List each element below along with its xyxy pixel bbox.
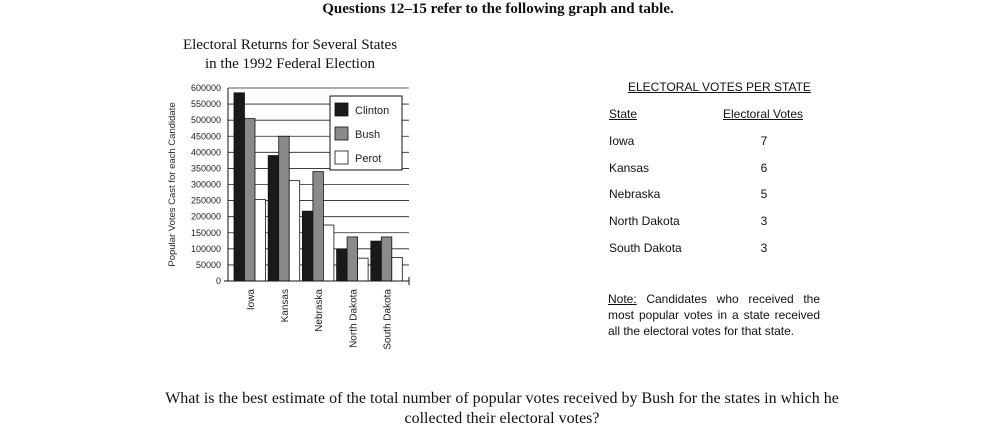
x-tick-label: Kansas <box>280 289 291 322</box>
bar-bush <box>381 237 392 281</box>
table-header-electoral-votes: Electoral Votes <box>723 107 803 121</box>
bar-bush <box>245 119 256 281</box>
bar-clinton <box>268 156 279 281</box>
table-cell-votes: 3 <box>759 214 769 228</box>
table-row: Nebraska 5 <box>607 187 817 203</box>
legend-swatch-bush <box>335 127 348 140</box>
legend-label: Perot <box>355 153 381 165</box>
y-tick-label: 550000 <box>191 99 221 109</box>
y-tick-label: 50000 <box>196 260 221 270</box>
y-axis-label: Popular Votes Cast for each Candidate <box>167 102 178 266</box>
table-header-state: State <box>609 107 637 121</box>
chart-title-line-1: Electoral Returns for Several States <box>150 36 430 55</box>
bar-perot <box>289 181 300 281</box>
table-cell-state: Iowa <box>609 134 634 148</box>
table-cell-votes: 7 <box>759 134 769 148</box>
y-tick-label: 100000 <box>191 244 221 254</box>
y-tick-label: 350000 <box>191 163 221 173</box>
y-tick-label: 600000 <box>191 83 221 93</box>
bar-clinton <box>302 211 313 281</box>
table-cell-state: Kansas <box>609 161 649 175</box>
x-tick-label: North Dakota <box>348 289 359 348</box>
table-row: Iowa 7 <box>607 134 817 150</box>
bar-clinton <box>234 93 245 281</box>
question-text: What is the best estimate of the total n… <box>160 389 844 429</box>
table-cell-votes: 5 <box>759 187 769 201</box>
legend-label: Clinton <box>355 105 389 117</box>
bar-bush <box>313 172 324 281</box>
table-row: South Dakota 3 <box>607 241 817 257</box>
y-tick-label: 450000 <box>191 131 221 141</box>
bar-chart: 0 50000 100000 150000 200000 250000 300000 3500… <box>160 80 420 370</box>
table-title: ELECTORAL VOTES PER STATE <box>628 80 811 94</box>
y-tick-label: 150000 <box>191 228 221 238</box>
table-cell-state: Nebraska <box>609 187 660 201</box>
bar-bush <box>347 237 358 281</box>
legend-label: Bush <box>355 129 380 141</box>
y-tick-label: 200000 <box>191 212 221 222</box>
legend-swatch-clinton <box>335 103 348 116</box>
chart-title-line-2: in the 1992 Federal Election <box>150 55 430 74</box>
y-tick-label: 500000 <box>191 115 221 125</box>
bar-bush <box>279 136 290 281</box>
questions-header: Questions 12–15 refer to the following g… <box>0 0 996 18</box>
y-tick-label: 400000 <box>191 147 221 157</box>
table-cell-state: South Dakota <box>609 241 682 255</box>
y-tick-label: 0 <box>216 276 221 286</box>
table-note: Note: Candidates who received the most p… <box>608 291 820 339</box>
x-tick-label: Nebraska <box>314 289 325 332</box>
legend-swatch-perot <box>335 151 348 164</box>
y-tick-label: 300000 <box>191 180 221 190</box>
table-cell-votes: 3 <box>759 241 769 255</box>
table-cell-state: North Dakota <box>609 214 680 228</box>
bar-clinton <box>337 249 348 281</box>
table-row: Kansas 6 <box>607 161 817 177</box>
bar-perot <box>358 258 369 281</box>
table-row: North Dakota 3 <box>607 214 817 230</box>
bar-clinton <box>371 241 382 281</box>
bar-perot <box>255 200 266 281</box>
note-label: Note: <box>608 292 637 306</box>
y-tick-label: 250000 <box>191 196 221 206</box>
x-tick-label: South Dakota <box>383 289 394 350</box>
bar-perot <box>323 225 334 281</box>
x-tick-label: Iowa <box>246 289 257 311</box>
bar-perot <box>392 258 403 281</box>
chart-title: Electoral Returns for Several States in … <box>150 36 430 74</box>
table-cell-votes: 6 <box>759 161 769 175</box>
note-text: Candidates who received the most popular… <box>608 292 820 338</box>
